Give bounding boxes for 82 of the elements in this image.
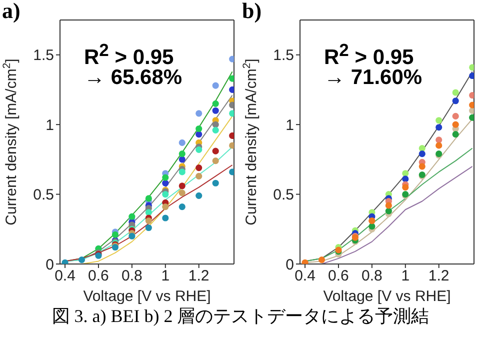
point — [212, 148, 219, 154]
point — [62, 259, 68, 264]
point — [196, 192, 202, 199]
point — [162, 204, 169, 210]
point — [452, 131, 459, 138]
point — [418, 150, 426, 158]
point — [196, 110, 202, 117]
x-tick-label: 0.6 — [328, 268, 349, 285]
point — [178, 190, 186, 196]
point — [302, 259, 308, 264]
point — [178, 204, 186, 210]
y-tick-label: 0 — [286, 256, 294, 274]
point — [402, 176, 409, 182]
annotation: R$^{2}$ > 0.95 — [84, 40, 174, 69]
x-tick-label: 1.2 — [428, 268, 450, 285]
point — [212, 107, 219, 114]
point — [178, 139, 186, 146]
y-tick-label: 0 — [46, 256, 54, 274]
point — [402, 184, 409, 191]
x-tick-label: 0.8 — [362, 268, 382, 285]
point — [385, 202, 392, 209]
chart-title: b) — [242, 0, 262, 24]
point — [418, 144, 426, 152]
point — [162, 191, 169, 198]
y-tick-label: 0.5 — [33, 186, 54, 204]
caption: 図 3. a) BEI b) 2 層のテストデータによる予測結 — [50, 305, 430, 328]
point — [385, 208, 392, 214]
annotation: → 65.68% — [84, 66, 182, 90]
point — [178, 156, 186, 163]
x-tick-label: 0.6 — [88, 268, 109, 285]
chart-title: a) — [2, 0, 20, 24]
x-axis-title: Voltage [V vs RHE] — [83, 288, 211, 305]
point — [128, 232, 136, 240]
point — [212, 126, 219, 134]
point — [196, 125, 202, 132]
point — [212, 158, 219, 164]
point — [162, 174, 169, 181]
point — [196, 172, 202, 180]
point — [368, 223, 376, 230]
point — [212, 100, 219, 107]
point — [318, 256, 326, 264]
point — [452, 89, 459, 96]
annotation: → 71.60% — [324, 66, 422, 90]
point — [436, 142, 442, 149]
y-tick-label: 1 — [46, 116, 54, 134]
y-tick-label: 1.5 — [273, 47, 294, 64]
point — [145, 195, 152, 202]
point — [196, 146, 202, 153]
point — [452, 121, 459, 128]
x-tick-label: 1 — [161, 268, 170, 285]
point — [178, 182, 186, 190]
point — [212, 121, 219, 128]
point — [212, 82, 219, 89]
point — [78, 256, 86, 264]
x-axis-title: Voltage [V vs RHE] — [323, 288, 451, 305]
annotation: R$^{2}$ > 0.95 — [324, 40, 414, 69]
x-tick-label: 0.4 — [294, 268, 316, 285]
x-tick-label: 0.8 — [122, 268, 142, 285]
point — [178, 150, 186, 158]
x-tick-label: 1.2 — [188, 268, 210, 285]
point — [128, 213, 136, 220]
point — [162, 180, 169, 186]
y-tick-label: 1 — [286, 116, 294, 134]
point — [112, 231, 118, 238]
y-tick-label: 1.5 — [33, 47, 54, 64]
point — [436, 124, 442, 131]
point — [178, 168, 186, 176]
x-tick-label: 0.4 — [54, 268, 76, 285]
point — [162, 214, 169, 222]
point — [402, 170, 409, 177]
point — [145, 224, 152, 232]
point — [196, 164, 202, 172]
point — [212, 180, 219, 186]
point — [418, 163, 426, 170]
point — [452, 112, 459, 120]
point — [452, 98, 459, 104]
x-tick-label: 1 — [401, 268, 410, 285]
y-tick-label: 0.5 — [273, 186, 294, 204]
point — [196, 131, 202, 138]
point — [436, 117, 442, 124]
point — [145, 217, 152, 224]
point — [436, 136, 442, 144]
